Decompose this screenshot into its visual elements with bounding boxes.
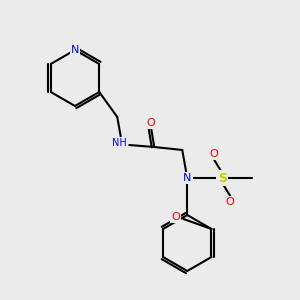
Text: O: O bbox=[147, 118, 156, 128]
Text: O: O bbox=[171, 212, 180, 222]
Text: N: N bbox=[183, 173, 191, 183]
Text: S: S bbox=[218, 172, 227, 184]
Text: O: O bbox=[210, 149, 219, 159]
Text: N: N bbox=[71, 45, 79, 55]
Text: O: O bbox=[226, 197, 235, 207]
Text: NH: NH bbox=[112, 138, 127, 148]
